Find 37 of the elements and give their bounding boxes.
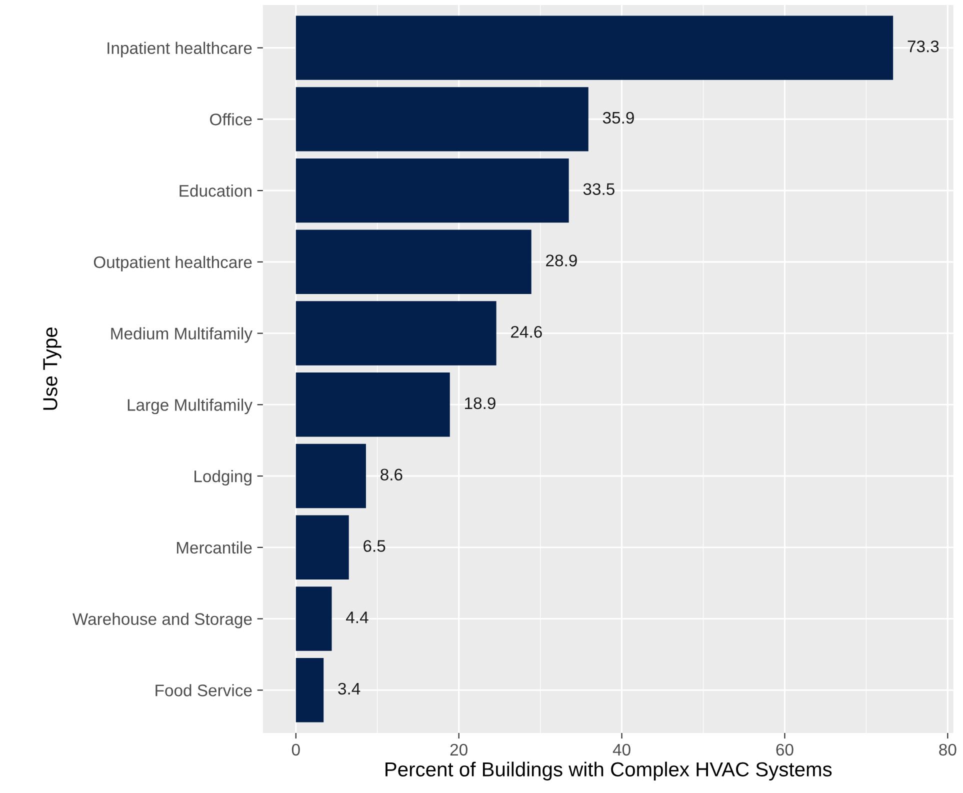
bar: [296, 16, 894, 80]
bar: [296, 301, 496, 366]
x-tick-label: 0: [292, 744, 300, 756]
x-tick-label: 60: [776, 744, 794, 756]
y-tick-label: Education: [180, 184, 252, 197]
bar: [296, 87, 588, 152]
x-tick-label: 80: [939, 744, 956, 756]
y-tick-label: Outpatient healthcare: [94, 256, 252, 272]
data-label: 24.6: [511, 326, 542, 338]
y-tick-label: Large Multifamily: [128, 398, 252, 414]
bar: [296, 444, 366, 508]
data-label: 8.6: [380, 468, 402, 481]
data-label: 3.4: [338, 682, 360, 695]
x-tick-label: 40: [612, 744, 630, 756]
y-axis-title: Use Type: [43, 328, 62, 410]
bar: [296, 658, 324, 722]
y-tick-label: Warehouse and Storage: [72, 612, 252, 628]
data-label: 6.5: [364, 540, 386, 552]
y-tick-label: Lodging: [194, 470, 252, 486]
bar: [296, 372, 450, 437]
data-label: 18.9: [465, 397, 496, 410]
y-tick-label: Mercantile: [176, 541, 252, 554]
data-label: 28.9: [546, 254, 577, 266]
data-label: 35.9: [602, 112, 634, 124]
x-tick-label: 20: [450, 744, 468, 756]
y-tick-label: Inpatient healthcare: [108, 42, 252, 58]
bar: [296, 230, 532, 294]
bar: [296, 586, 332, 651]
y-tick-label: Medium Multifamily: [111, 327, 252, 343]
data-label: 4.4: [346, 612, 368, 624]
y-tick-label: Food Service: [156, 684, 252, 696]
data-label: 73.3: [908, 40, 939, 52]
data-label: 33.5: [583, 183, 614, 196]
y-tick-label: Office: [210, 113, 252, 126]
bar: [296, 158, 569, 223]
bar: [296, 515, 349, 580]
x-axis-title: Percent of Buildings with Complex HVAC Systems: [386, 762, 832, 780]
